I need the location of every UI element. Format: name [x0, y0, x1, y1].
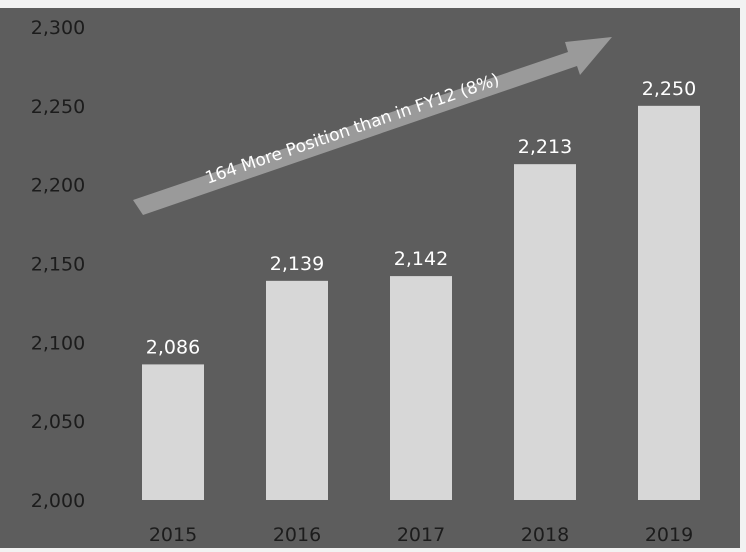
bar-2018 — [514, 164, 576, 501]
y-tick-label: 2,200 — [31, 175, 85, 197]
y-tick-label: 2,150 — [31, 254, 85, 276]
value-label: 2,250 — [642, 78, 696, 100]
x-tick-label: 2015 — [149, 524, 197, 546]
x-tick-label: 2016 — [273, 524, 321, 546]
y-tick-label: 2,100 — [31, 332, 85, 354]
y-tick-label: 2,050 — [31, 411, 85, 433]
value-label: 2,213 — [518, 136, 572, 158]
x-tick-label: 2018 — [521, 524, 569, 546]
bar-2017 — [390, 276, 452, 500]
y-axis: 2,000 2,050 2,100 2,150 2,200 2,250 2,300 — [31, 17, 85, 512]
bar-2015 — [142, 364, 204, 500]
x-tick-label: 2017 — [397, 524, 445, 546]
value-label: 2,142 — [394, 248, 448, 270]
bar-2019 — [638, 105, 700, 500]
value-label: 2,086 — [146, 336, 200, 358]
y-tick-label: 2,000 — [31, 490, 85, 512]
bars-group — [142, 105, 700, 501]
value-labels: 2,086 2,139 2,142 2,213 2,250 — [146, 78, 696, 359]
plot-background — [0, 8, 740, 548]
value-label: 2,139 — [270, 253, 324, 275]
bar-2016 — [266, 280, 328, 500]
y-tick-label: 2,300 — [31, 17, 85, 39]
trend-arrow-shape — [133, 37, 612, 215]
x-axis: 2015 2016 2017 2018 2019 — [149, 524, 693, 546]
y-tick-label: 2,250 — [31, 96, 85, 118]
x-tick-label: 2019 — [645, 524, 693, 546]
